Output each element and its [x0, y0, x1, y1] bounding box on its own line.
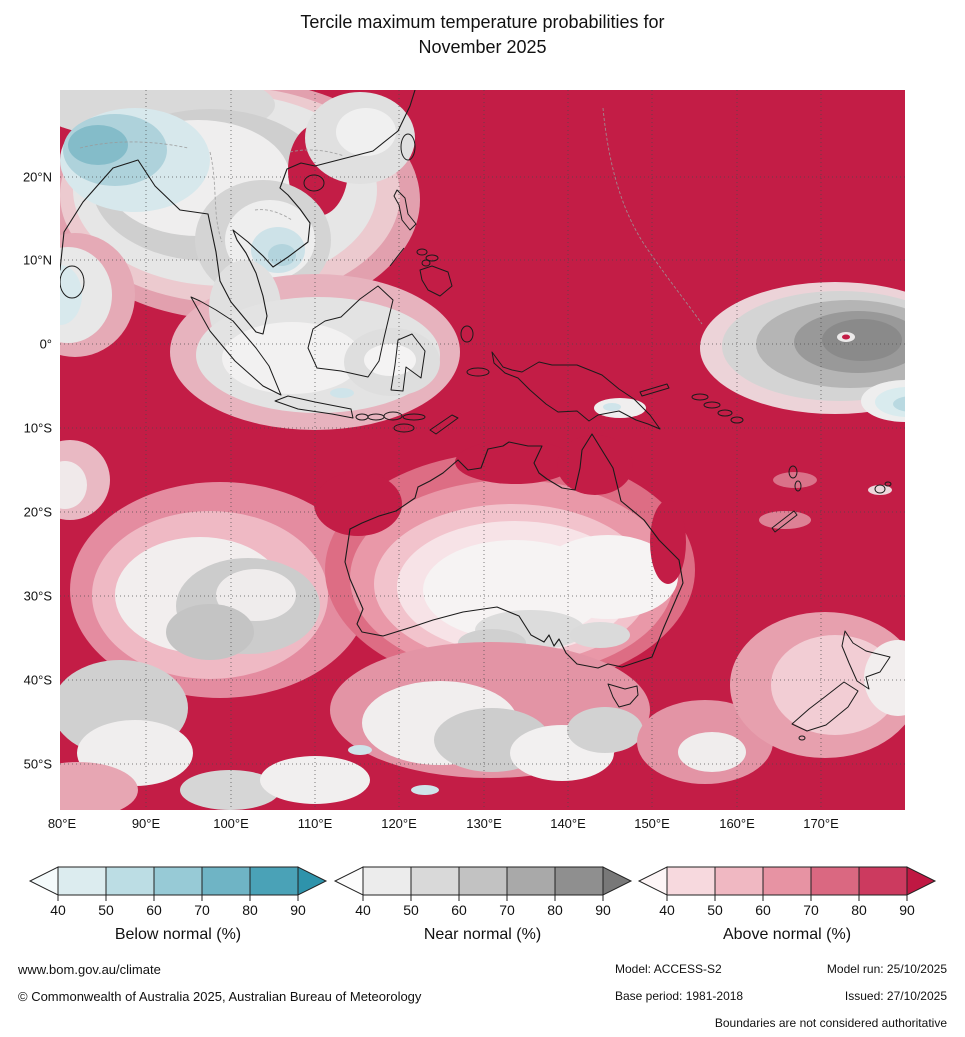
legend-tick-label: 70 [194, 902, 210, 918]
legend-segment [858, 866, 908, 896]
legend-near-normal-colorbar: 40 50 60 70 80 90 [333, 866, 632, 918]
footer-issued: Issued: 27/10/2025 [844, 989, 947, 1003]
footer-right: Model: ACCESS-S2 Model run: 25/10/2025 B… [615, 956, 947, 1037]
footer-model: Model: ACCESS-S2 [615, 962, 722, 976]
legend-below-normal-label: Below normal (%) [114, 926, 242, 943]
legend-tick-label: 70 [499, 902, 515, 918]
legend-segment [762, 866, 812, 896]
lon-label: 140°E [550, 816, 586, 831]
footer: www.bom.gov.au/climate © Commonwealth of… [0, 944, 965, 1037]
map-container: 20°N 10°N 0° 10°S 20°S 30°S 40°S 50°S 80… [0, 90, 965, 835]
lon-label: 170°E [803, 816, 839, 831]
legend-above-normal-colorbar: 40 50 60 70 80 90 [637, 866, 937, 918]
legend-segment [153, 866, 203, 896]
legend-segment [105, 866, 155, 896]
title-line-1: Tercile maximum temperature probabilitie… [300, 12, 665, 32]
legend-segment [637, 866, 668, 896]
lat-axis: 20°N 10°N 0° 10°S 20°S 30°S 40°S 50°S [23, 170, 52, 772]
legend-tick-label: 60 [146, 902, 162, 918]
legend-segment [810, 866, 860, 896]
lat-label: 30°S [24, 589, 53, 604]
lon-label: 80°E [48, 816, 77, 831]
legend-segment [506, 866, 555, 896]
legend-row: 40 50 60 70 80 90 Below normal (%) [0, 865, 965, 944]
legend-segment [333, 866, 363, 896]
footer-disclaimer: Boundaries are not considered authoritat… [714, 1016, 947, 1030]
lon-label: 150°E [634, 816, 670, 831]
page-title: Tercile maximum temperature probabilitie… [0, 0, 965, 60]
legend-segment [906, 866, 937, 896]
legend-tick-label: 60 [451, 902, 467, 918]
legend-near-normal: 40 50 60 70 80 90 Near normal (%) [333, 865, 633, 944]
legend-tick-label: 80 [242, 902, 258, 918]
legend-above-normal-label: Above normal (%) [722, 926, 852, 943]
legend-tick-label: 50 [98, 902, 114, 918]
legend-tick-label: 90 [595, 902, 611, 918]
legend-segment [714, 866, 764, 896]
lat-label: 20°S [24, 505, 53, 520]
lat-label: 40°S [24, 673, 53, 688]
lat-label: 10°N [23, 253, 52, 268]
legend-segment [28, 866, 59, 896]
legend-tick-label: 40 [659, 902, 675, 918]
footer-base-period: Base period: 1981-2018 [615, 989, 744, 1003]
legend-above-normal: 40 50 60 70 80 90 Above normal (%) [637, 865, 937, 944]
footer-copyright: © Commonwealth of Australia 2025, Austra… [18, 989, 422, 1004]
legend-near-normal-label: Near normal (%) [423, 926, 542, 943]
lon-label: 90°E [132, 816, 161, 831]
graticule-layer [60, 90, 905, 810]
legend-tick-label: 50 [707, 902, 723, 918]
lon-label: 160°E [719, 816, 755, 831]
country-borders-layer [79, 107, 703, 325]
coastline-layer [60, 90, 892, 741]
legend-tick-label: 80 [851, 902, 867, 918]
lon-label: 130°E [466, 816, 502, 831]
legend-segment [666, 866, 716, 896]
legend-segment [410, 866, 459, 896]
legend-segment [458, 866, 507, 896]
legend-segment [57, 866, 107, 896]
footer-left: www.bom.gov.au/climate © Commonwealth of… [18, 956, 421, 1010]
legend-segment [249, 866, 299, 896]
title-line-2: November 2025 [418, 37, 547, 57]
legend-segment [554, 866, 603, 896]
legend-tick-label: 90 [899, 902, 915, 918]
map-svg: 20°N 10°N 0° 10°S 20°S 30°S 40°S 50°S 80… [23, 90, 905, 831]
lon-label: 120°E [381, 816, 417, 831]
legend-tick-label: 40 [50, 902, 66, 918]
legend-tick-label: 80 [547, 902, 563, 918]
legend-tick-label: 90 [290, 902, 306, 918]
legend-tick-label: 40 [355, 902, 371, 918]
map-body [60, 90, 905, 810]
footer-model-run: Model run: 25/10/2025 [826, 962, 947, 976]
lon-label: 100°E [213, 816, 249, 831]
legend-tick-label: 70 [803, 902, 819, 918]
legend-tick-label: 50 [403, 902, 419, 918]
legend-below-normal-colorbar: 40 50 60 70 80 90 [28, 866, 328, 918]
footer-website-url: www.bom.gov.au/climate [18, 962, 161, 977]
lat-label: 50°S [24, 757, 53, 772]
legend-segment [602, 866, 632, 896]
lat-label: 20°N [23, 170, 52, 185]
lon-axis: 80°E 90°E 100°E 110°E 120°E 130°E 140°E … [48, 816, 839, 831]
lon-label: 110°E [298, 816, 333, 831]
legend-segment [201, 866, 251, 896]
legend-below-normal: 40 50 60 70 80 90 Below normal (%) [28, 865, 328, 944]
lat-label: 0° [40, 337, 52, 352]
legend-segment [297, 866, 328, 896]
lat-label: 10°S [24, 421, 53, 436]
legend-tick-label: 60 [755, 902, 771, 918]
legend-segment [362, 866, 411, 896]
